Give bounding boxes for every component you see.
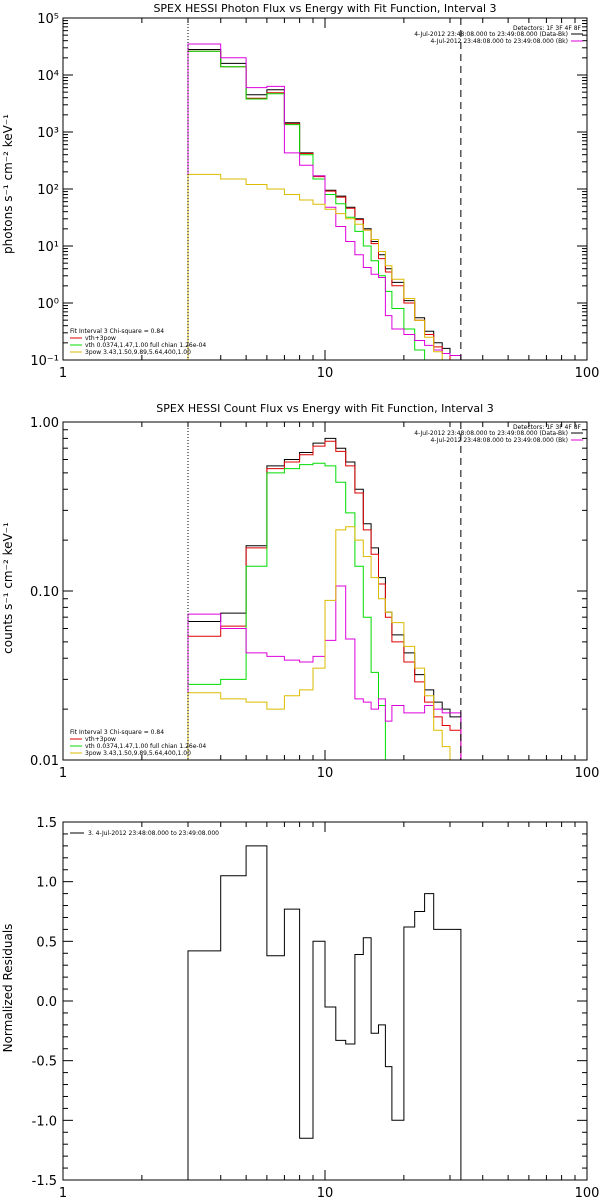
legend-bk-interval: 4-Jul-2012 23:48:08.000 to 23:49:08.000 …	[430, 38, 568, 45]
series-line	[187, 173, 461, 361]
y-tick-label: -1.0	[32, 1114, 57, 1129]
series-line	[187, 526, 461, 761]
x-tick-label: 1	[59, 1186, 67, 1200]
y-axis-label: Normalized Residuals	[1, 924, 15, 1053]
legend-fit-interval: Fit Interval 3 Chi-square = 0.84	[70, 729, 164, 736]
residuals-chart: Normalized Residuals 1 10 100 -1.5 -1.0 -0.5 0…	[1, 816, 600, 1200]
y-tick-label: 10¹	[37, 240, 59, 255]
y-tick-label: -0.5	[32, 1055, 57, 1070]
series-line	[187, 43, 462, 360]
y-tick-label: 10²	[37, 183, 59, 198]
tick-labels: 1 10 100 -1.5 -1.0 -0.5 0.0 0.5 1.0 1.5	[32, 816, 600, 1200]
x-tick-label: 10	[317, 1186, 334, 1200]
legend-fit-interval: Fit Interval 3 Chi-square = 0.84	[70, 328, 164, 335]
y-tick-label: 1.00	[30, 416, 59, 431]
legend-bottom: Fit Interval 3 Chi-square = 0.84 vth+3po…	[70, 729, 206, 757]
legend-bk-interval: 4-Jul-2012 23:48:08.000 to 23:49:08.000 …	[430, 437, 568, 444]
fit-range-markers	[187, 18, 462, 360]
plot-frame	[62, 17, 588, 361]
x-tick-label: 100	[575, 366, 600, 381]
y-tick-label: 10⁻¹	[30, 354, 59, 369]
count-flux-chart: SPEX HESSI Count Flux vs Energy with Fit…	[1, 402, 599, 781]
y-tick-label: 1.5	[36, 816, 57, 831]
legend: 3. 4-Jul-2012 23:48:08.000 to 23:49:08.0…	[70, 830, 219, 837]
plot-frame	[62, 821, 588, 1181]
legend-data-interval: 4-Jul-2012 23:48:08.000 to 23:49:08.000 …	[414, 430, 568, 437]
tick-labels: 1 10 100 10⁻¹ 10⁰ 10¹ 10² 10³ 10⁴ 10⁵	[30, 12, 599, 381]
y-tick-label: 1.0	[36, 876, 57, 891]
series-line	[187, 440, 462, 760]
legend-detectors: Detectors: 1F 3F 4F 8F	[513, 424, 582, 431]
tick-labels: 1 10 100 0.01 0.10 1.00	[30, 416, 599, 781]
y-tick-label: 0.01	[30, 754, 59, 769]
x-tick-label: 100	[575, 1186, 600, 1200]
plot-frame	[62, 421, 588, 761]
y-tick-label: 10⁰	[37, 297, 59, 312]
legend-top: Detectors: 1F 3F 4F 8F 4-Jul-2012 23:48:…	[414, 25, 583, 45]
y-tick-label: 10⁵	[37, 12, 59, 27]
series-line	[187, 462, 404, 761]
series-line	[187, 585, 462, 760]
data-series	[187, 845, 462, 1180]
legend-residual-interval: 3. 4-Jul-2012 23:48:08.000 to 23:49:08.0…	[88, 830, 219, 837]
legend-power-law: 3pow 3.43,1.50,9.89,5.64,400,1.00	[85, 750, 191, 757]
fit-range-markers	[187, 422, 462, 760]
legend-thermal: vth 0.0374,1.47,1.00 full chian 1.26e-04	[85, 342, 206, 349]
series-line	[187, 50, 461, 361]
data-series	[187, 43, 462, 361]
y-tick-label: 0.5	[36, 935, 57, 950]
series-line	[187, 437, 462, 760]
legend-detectors: Detectors: 1F 3F 4F 8F	[513, 25, 582, 32]
y-axis-label: photons s⁻¹ cm⁻² keV⁻¹	[1, 114, 15, 254]
x-tick-label: 10	[317, 366, 334, 381]
x-tick-label: 1	[59, 766, 67, 781]
chart-title: SPEX HESSI Count Flux vs Energy with Fit…	[156, 402, 493, 415]
legend-thermal: vth 0.0374,1.47,1.00 full chian 1.26e-04	[85, 743, 206, 750]
y-tick-label: 10³	[37, 126, 59, 141]
y-axis-label: counts s⁻¹ cm⁻² keV⁻¹	[1, 522, 15, 654]
y-tick-label: 0.10	[30, 585, 59, 600]
x-tick-label: 100	[575, 766, 600, 781]
legend-total-fit: vth+3pow	[85, 736, 116, 743]
series-line	[187, 845, 462, 1180]
y-tick-label: 0.0	[36, 995, 57, 1010]
legend-data-interval: 4-Jul-2012 23:48:08.000 to 23:49:08.000 …	[414, 31, 568, 38]
photon-flux-chart: SPEX HESSI Photon Flux vs Energy with Fi…	[1, 2, 599, 381]
y-tick-label: -1.5	[32, 1174, 57, 1189]
legend-bottom: Fit Interval 3 Chi-square = 0.84 vth+3po…	[70, 328, 206, 356]
legend-total-fit: vth+3pow	[85, 335, 116, 342]
legend-power-law: 3pow 3.43,1.50,9.89,5.64,400,1.00	[85, 349, 191, 356]
data-series	[187, 437, 462, 761]
chart-title: SPEX HESSI Photon Flux vs Energy with Fi…	[153, 2, 496, 15]
series-line	[187, 50, 426, 360]
y-tick-label: 10⁴	[37, 69, 59, 84]
legend-top: Detectors: 1F 3F 4F 8F 4-Jul-2012 23:48:…	[414, 424, 583, 444]
x-tick-label: 1	[59, 366, 67, 381]
x-tick-label: 10	[317, 766, 334, 781]
